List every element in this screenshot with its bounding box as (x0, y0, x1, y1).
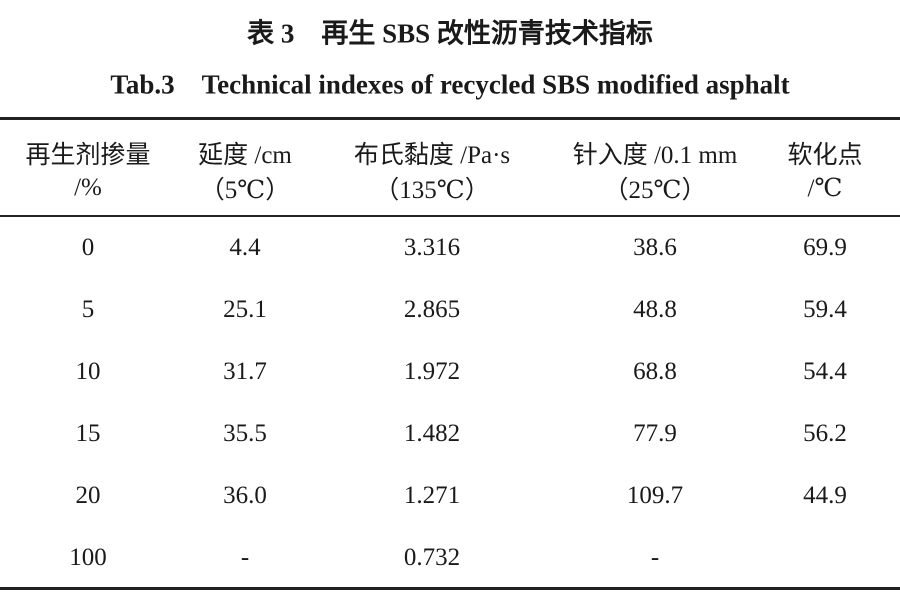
table-cell: 15 (75, 420, 101, 447)
bottom-rule (0, 587, 900, 590)
table-cell: 0 (81, 234, 95, 261)
table-cell: 77.9 (633, 420, 677, 447)
table-cell: 44.9 (803, 482, 847, 509)
table-cell: 35.5 (223, 420, 267, 447)
table-cell: 0.732 (403, 544, 461, 571)
title-cn: 表 3 再生 SBS 改性沥青技术指标 (247, 18, 653, 49)
table-cell: 59.4 (803, 296, 847, 323)
table-cell: 31.7 (223, 358, 267, 385)
table-cell: 56.2 (803, 420, 847, 447)
header-cell: 针入度 /0.1 mm (572, 142, 738, 169)
table-cell: 5 (81, 296, 95, 323)
header-cell: （5℃） (199, 177, 291, 204)
header-cell: /℃ (807, 175, 843, 202)
header-cell: （135℃） (374, 177, 490, 204)
header-cell: 软化点 (787, 142, 863, 169)
table-cell: 36.0 (223, 482, 267, 509)
table-cell: 1.972 (403, 358, 461, 385)
header-cell: /% (74, 174, 102, 201)
header-cell: （25℃） (603, 177, 707, 204)
top-rule (0, 117, 900, 120)
table-cell: 25.1 (223, 296, 267, 323)
table-cell: 38.6 (633, 234, 677, 261)
header-rule (0, 215, 900, 217)
table-cell: 2.865 (403, 296, 461, 323)
table-cell: 20 (75, 482, 101, 509)
header-cell: 布氏黏度 /Pa·s (353, 142, 511, 169)
table-cell: 1.271 (403, 482, 461, 509)
header-cell: 再生剂掺量 (25, 142, 151, 169)
table-cell: 100 (69, 544, 107, 571)
table-cell: 48.8 (633, 296, 677, 323)
table-cell: 109.7 (626, 482, 684, 509)
table-cell: - (650, 544, 660, 571)
table-cell: 1.482 (403, 420, 461, 447)
table-cell: 68.8 (633, 358, 677, 385)
table-cell: - (240, 544, 250, 571)
table-cell: 4.4 (229, 234, 261, 261)
table-cell: 69.9 (803, 234, 847, 261)
title-en: Tab.3 Technical indexes of recycled SBS … (110, 69, 790, 100)
table-cell: 10 (75, 358, 101, 385)
table-cell: 54.4 (803, 358, 847, 385)
header-cell: 延度 /cm (198, 142, 292, 169)
table-cell: 3.316 (403, 234, 461, 261)
